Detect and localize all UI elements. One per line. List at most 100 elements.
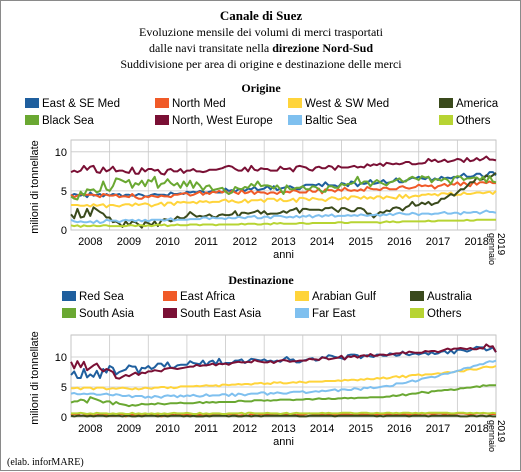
x-tick-label: 2013 (271, 423, 295, 435)
legend-label: Far East (312, 308, 356, 320)
legend-label: East & SE Med (42, 98, 120, 110)
x-tick-label: 2018 (464, 236, 488, 248)
legend-swatch (295, 308, 309, 318)
legend-swatch (295, 291, 309, 301)
legend-destinazione: Red Sea East Africa Arabian Gulf Australia S… (62, 291, 472, 320)
series-line (71, 411, 497, 415)
series-line (70, 414, 496, 418)
y-tick-label: 10 (55, 147, 67, 159)
legend-item: West & SW Med (288, 98, 389, 110)
legend-label: North, West Europe (172, 115, 273, 127)
legend-swatch (410, 308, 424, 318)
credit-text: (elab. inforMARE) (7, 457, 84, 468)
x-tick-label: 2017 (426, 423, 450, 435)
legend-swatch (25, 115, 39, 125)
x-last-tick-year: 2019 (495, 420, 506, 443)
legend-item: Arabian Gulf (295, 291, 377, 303)
figure-subtitle-line3: Suddivisione per area di origine e desti… (120, 57, 402, 71)
x-tick-label: 2012 (233, 423, 257, 435)
series-line (70, 384, 496, 408)
legend-swatch (25, 98, 39, 108)
y-tick-label: 0 (61, 225, 67, 237)
legend-swatch (439, 115, 453, 125)
x-last-tick-month: gennaio (487, 420, 497, 452)
y-axis-title: milioni di tonnellate (29, 331, 41, 425)
legend-label: South Asia (79, 308, 135, 320)
y-tick-label: 5 (61, 186, 67, 198)
subtitle-line2-bold: direzione Nord-Sud (272, 41, 373, 55)
legend-label: South East Asia (180, 308, 262, 320)
x-tick-label: 2009 (117, 236, 141, 248)
legend-item: Others (439, 115, 491, 127)
series-line (70, 343, 497, 380)
legend-swatch (288, 98, 302, 108)
figure-subtitle-line2: dalle navi transitate nella direzione No… (149, 41, 373, 55)
chart-destinazione: 0 5 10 2008 2009 2010 2011 2012 2013 2014 2015 2016… (29, 331, 506, 452)
x-tick-label: 2016 (387, 236, 411, 248)
legend-swatch (439, 98, 453, 108)
x-tick-label: 2009 (117, 423, 141, 435)
y-tick-label: 0 (61, 412, 67, 424)
legend-item: Others (410, 308, 462, 320)
x-last-tick-month: gennaio (487, 233, 497, 265)
series-line (71, 190, 497, 209)
x-tick-label: 2016 (387, 423, 411, 435)
x-tick-label: 2014 (310, 423, 334, 435)
x-tick-label: 2017 (426, 236, 450, 248)
series-line (70, 218, 496, 228)
legend-swatch (410, 291, 424, 301)
legend-label: Black Sea (42, 115, 94, 127)
legend-swatch (288, 115, 302, 125)
x-tick-label: 2014 (310, 236, 334, 248)
legend-item: Baltic Sea (288, 115, 357, 127)
legend-item: South Asia (62, 308, 135, 320)
x-tick-label: 2011 (194, 236, 218, 248)
legend-item: Red Sea (62, 291, 124, 303)
legend-label: Baltic Sea (305, 115, 357, 127)
series-line (70, 209, 497, 224)
chart-title-origine: Origine (241, 81, 281, 95)
figure-title: Canale di Suez (220, 8, 303, 23)
x-axis-title: anni (273, 436, 294, 448)
x-tick-label: 2015 (349, 423, 373, 435)
x-tick-label: 2012 (233, 236, 257, 248)
legend-item: Black Sea (25, 115, 94, 127)
legend-item: Australia (410, 291, 472, 303)
legend-swatch (155, 98, 169, 108)
x-tick-label: 2010 (155, 236, 179, 248)
legend-label: Others (427, 308, 462, 320)
x-tick-label: 2011 (194, 423, 218, 435)
series-line (71, 365, 497, 391)
y-tick-label: 10 (55, 352, 67, 364)
legend-item: North Med (155, 98, 226, 110)
legend-swatch (155, 115, 169, 125)
subtitle-line2-text: dalle navi transitate nella (149, 41, 272, 55)
legend-label: North Med (172, 98, 226, 110)
legend-swatch (62, 291, 76, 301)
x-tick-label: 2018 (464, 423, 488, 435)
legend-swatch (163, 308, 177, 318)
legend-label: East Africa (180, 291, 236, 303)
x-last-tick-label: 2019gennaio (487, 233, 506, 265)
series-line (70, 172, 497, 229)
series-line (70, 175, 497, 201)
legend-label: Australia (427, 291, 472, 303)
legend-label: America (456, 98, 499, 110)
series-line (70, 155, 497, 176)
legend-label: Others (456, 115, 491, 127)
legend-swatch (62, 308, 76, 318)
x-tick-label: 2008 (78, 423, 102, 435)
y-axis-title: milioni di tonnellate (29, 140, 41, 234)
x-tick-label: 2010 (155, 423, 179, 435)
legend-item: South East Asia (163, 308, 262, 320)
legend-item: East Africa (163, 291, 236, 303)
x-last-tick-label: 2019gennaio (487, 420, 506, 452)
legend-label: Arabian Gulf (312, 291, 377, 303)
legend-item: America (439, 98, 499, 110)
x-tick-label: 2013 (271, 236, 295, 248)
y-tick-label: 5 (61, 382, 67, 394)
legend-label: Red Sea (79, 291, 124, 303)
series-line (70, 171, 497, 199)
legend-item: North, West Europe (155, 115, 273, 127)
